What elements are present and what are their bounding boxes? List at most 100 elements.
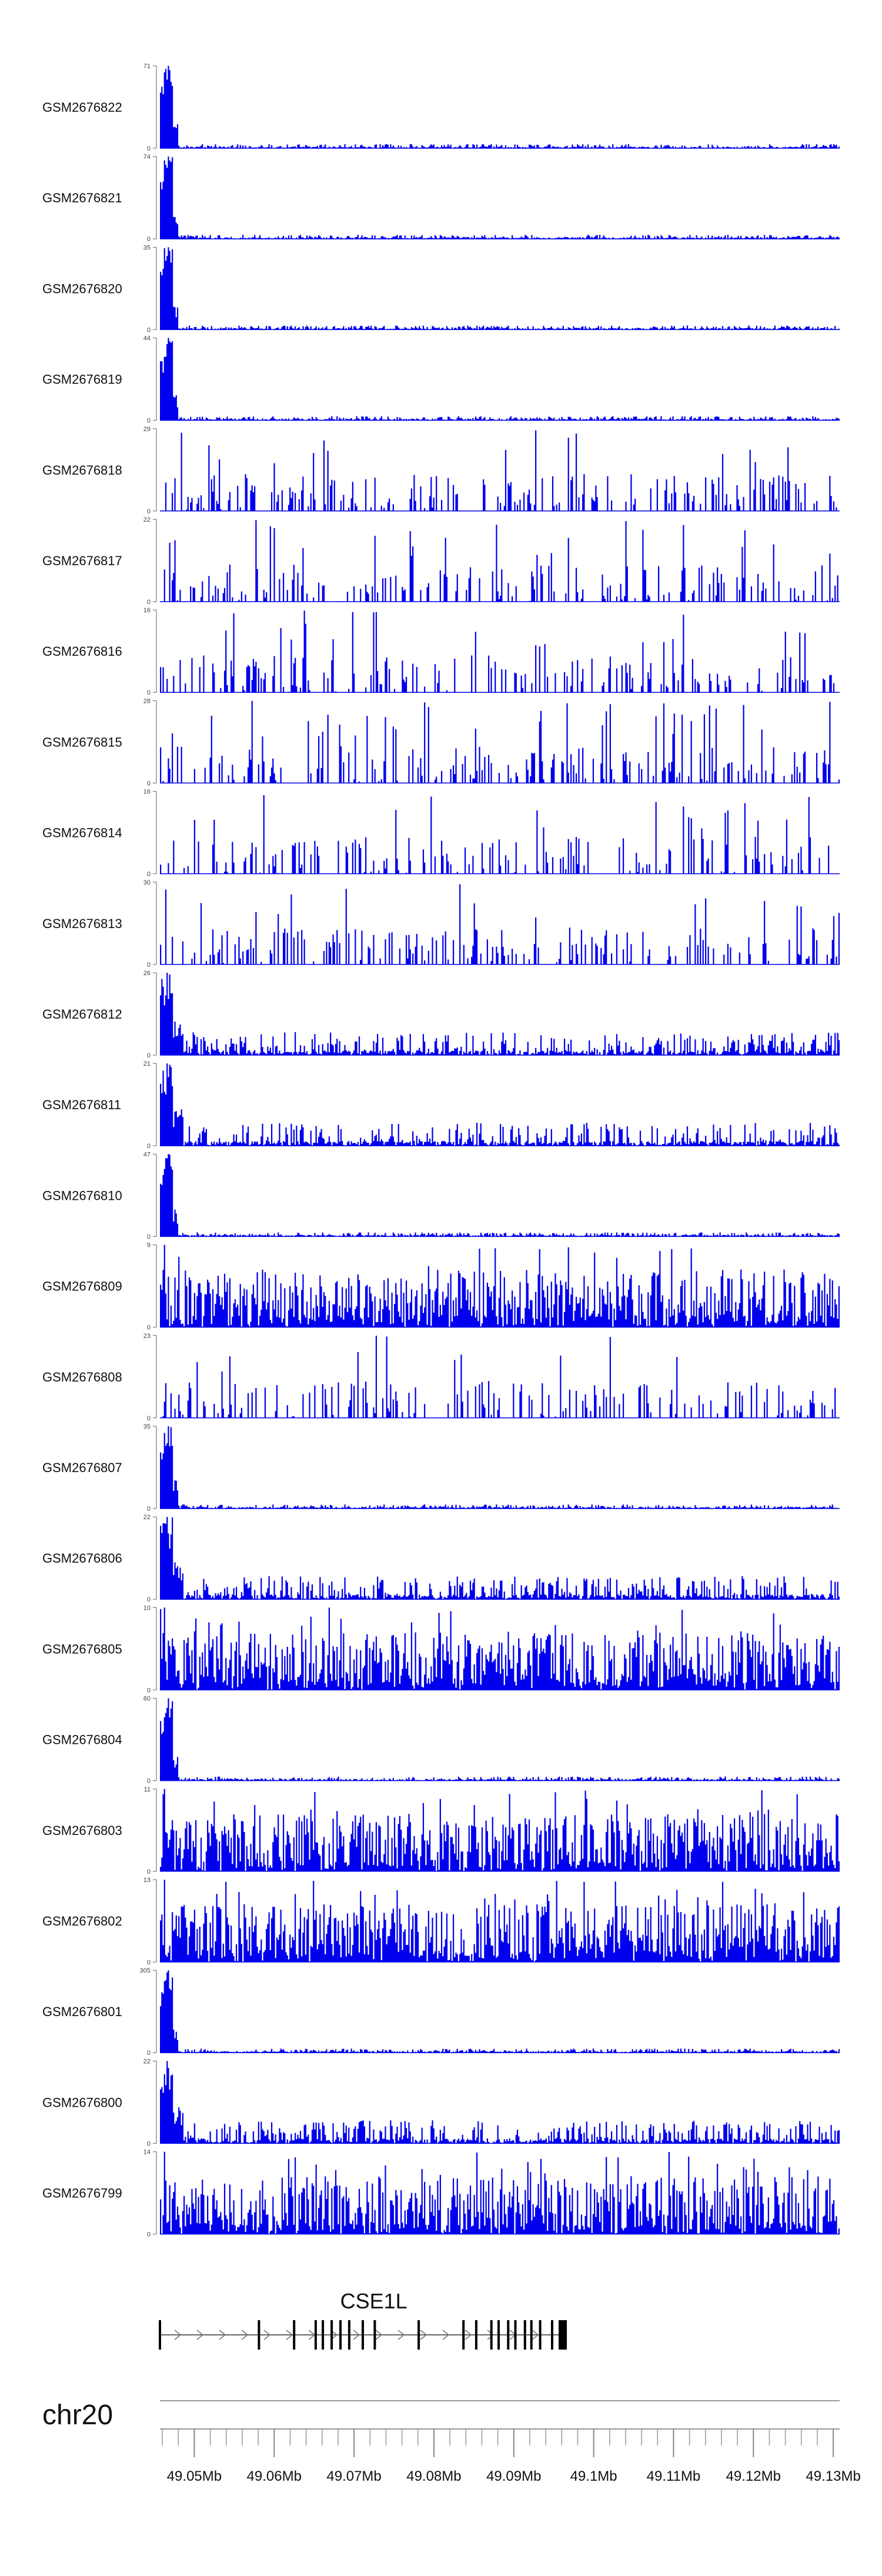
track-gsm2676803: GSM2676803 11 0 xyxy=(42,1786,840,1876)
y-min-label: 0 xyxy=(147,1506,151,1513)
gene-exon xyxy=(559,2320,567,2350)
gene-exon xyxy=(475,2320,477,2350)
strand-arrow xyxy=(397,2330,405,2340)
coverage-tracks: GSM2676822710GSM2676821740GSM2676820350G… xyxy=(42,63,840,2238)
track-y-axis: 35 0 xyxy=(143,244,157,333)
track-y-axis: 71 0 xyxy=(143,63,157,152)
track-label: GSM2676805 xyxy=(42,1641,122,1656)
track-gsm2676799: GSM2676799 14 0 xyxy=(42,2149,840,2238)
track-label: GSM2676822 xyxy=(42,100,122,115)
y-min-label: 0 xyxy=(147,2140,151,2147)
track-label: GSM2676814 xyxy=(42,826,122,840)
gene-exon xyxy=(417,2320,420,2350)
coverage-area xyxy=(160,1336,840,1418)
strand-arrow xyxy=(465,2330,472,2340)
y-max-label: 23 xyxy=(143,1333,151,1340)
gene-name-label: CSE1L xyxy=(340,2289,407,2313)
coverage-area xyxy=(160,2061,840,2144)
track-label: GSM2676807 xyxy=(42,1460,122,1475)
track-label: GSM2676813 xyxy=(42,916,122,931)
genome-axis-track: chr20 49.05Mb 49.06Mb 49.07Mb 49.08Mb 49.09Mb… xyxy=(42,2400,861,2484)
track-label: GSM2676802 xyxy=(42,1914,122,1928)
track-y-axis: 13 0 xyxy=(143,1877,157,1966)
coverage-area xyxy=(160,1698,840,1781)
track-label: GSM2676816 xyxy=(42,644,122,659)
y-min-label: 0 xyxy=(147,508,151,515)
axis-tick-label: 49.09Mb xyxy=(486,2468,541,2484)
track-y-axis: 90 xyxy=(147,1242,157,1332)
track-y-axis: 26 0 xyxy=(143,970,157,1059)
y-max-label: 305 xyxy=(140,1967,151,1974)
track-label: GSM2676801 xyxy=(42,2004,122,2019)
track-gsm2676811: GSM2676811 21 0 xyxy=(42,1060,840,1150)
coverage-area xyxy=(160,520,840,602)
coverage-area xyxy=(160,1244,840,1327)
y-min-label: 0 xyxy=(147,871,151,878)
track-gsm2676806: GSM2676806 22 0 xyxy=(42,1514,840,1603)
strand-arrow xyxy=(442,2330,450,2340)
track-gsm2676820: GSM2676820 35 0 xyxy=(42,244,840,333)
track-label: GSM2676806 xyxy=(42,1551,122,1566)
gene-exon xyxy=(258,2320,260,2350)
gene-exon xyxy=(159,2320,161,2350)
y-max-label: 71 xyxy=(143,63,151,70)
y-min-label: 0 xyxy=(147,145,151,152)
track-label: GSM2676804 xyxy=(42,1733,122,1747)
axis-tick-label: 49.12Mb xyxy=(726,2468,781,2484)
chromosome-label: chr20 xyxy=(42,2400,113,2431)
track-y-axis: 22 0 xyxy=(143,1514,157,1603)
y-max-label: 14 xyxy=(143,2149,151,2156)
track-label: GSM2676819 xyxy=(42,372,122,387)
axis-tick-label: 49.1Mb xyxy=(570,2468,617,2484)
track-gsm2676801: GSM2676801 305 0 xyxy=(42,1967,840,2057)
track-y-axis: 44 0 xyxy=(143,335,157,425)
y-max-label: 35 xyxy=(143,1423,151,1430)
axis-tick-label: 49.07Mb xyxy=(326,2468,381,2484)
coverage-area xyxy=(160,66,840,148)
gene-exon xyxy=(330,2320,333,2350)
track-label: GSM2676808 xyxy=(42,1370,122,1384)
y-min-label: 0 xyxy=(147,1143,151,1150)
track-y-axis: 10 0 xyxy=(143,1604,157,1694)
y-max-label: 26 xyxy=(143,970,151,977)
coverage-area xyxy=(160,1154,840,1237)
track-label: GSM2676817 xyxy=(42,553,122,568)
track-label: GSM2676818 xyxy=(42,463,122,478)
y-min-label: 0 xyxy=(147,599,151,606)
gene-exon xyxy=(497,2320,500,2350)
track-y-axis: 22 0 xyxy=(143,516,157,606)
track-gsm2676817: GSM2676817 22 0 xyxy=(42,516,840,606)
y-min-label: 0 xyxy=(147,326,151,333)
y-min-label: 0 xyxy=(147,1687,151,1694)
track-y-axis: 11 0 xyxy=(144,1786,157,1876)
track-label: GSM2676821 xyxy=(42,191,122,205)
strand-arrow xyxy=(196,2330,204,2340)
gene-exon xyxy=(523,2320,526,2350)
track-y-axis: 305 0 xyxy=(140,1967,157,2057)
y-max-label: 29 xyxy=(143,426,151,433)
track-y-axis: 16 0 xyxy=(143,607,157,696)
strand-arrow xyxy=(420,2330,427,2340)
track-gsm2676808: GSM2676808 23 0 xyxy=(42,1333,840,1422)
track-y-axis: 22 0 xyxy=(143,2058,157,2147)
gene-exon xyxy=(551,2320,553,2350)
track-gsm2676805: GSM2676805 10 0 xyxy=(42,1604,840,1694)
y-max-label: 30 xyxy=(143,879,151,886)
coverage-area xyxy=(160,973,840,1055)
y-max-label: 60 xyxy=(143,1696,151,1703)
track-y-axis: 60 0 xyxy=(143,1696,157,1785)
coverage-area xyxy=(160,610,840,693)
gene-exon xyxy=(322,2320,325,2350)
track-y-axis: 21 0 xyxy=(143,1060,157,1150)
coverage-area xyxy=(160,1788,840,1871)
track-y-axis: 29 0 xyxy=(143,426,157,515)
axis-tick-label: 49.08Mb xyxy=(406,2468,461,2484)
y-max-label: 22 xyxy=(143,2058,151,2065)
track-y-axis: 16 0 xyxy=(143,789,157,878)
axis-tick-label: 49.13Mb xyxy=(806,2468,860,2484)
y-min-label: 0 xyxy=(147,1596,151,1603)
gene-exon xyxy=(539,2320,542,2350)
coverage-area xyxy=(160,156,840,239)
y-max-label: 47 xyxy=(143,1151,151,1158)
